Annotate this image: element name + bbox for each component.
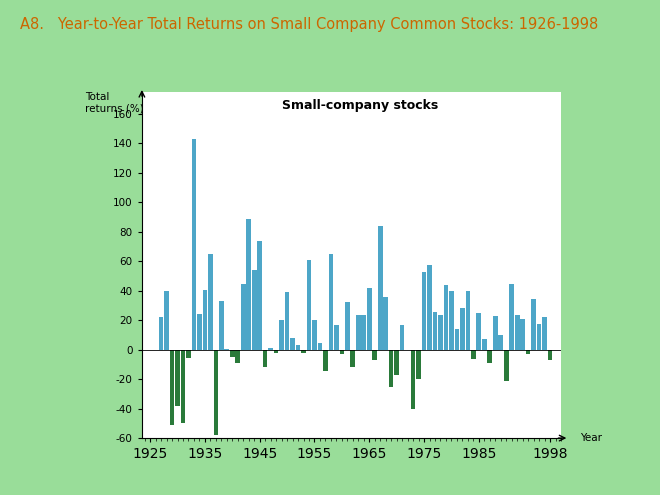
Bar [208,254,213,349]
Bar [405,349,410,350]
Bar [465,291,470,349]
Bar [411,349,415,409]
Bar [389,349,393,387]
Bar [296,345,300,349]
Bar [334,325,339,349]
Bar [372,349,377,360]
Bar [383,297,388,349]
Text: Year: Year [580,433,602,443]
Bar [548,349,552,360]
Bar [252,270,257,349]
Bar [455,329,459,349]
Bar [422,272,426,349]
Bar [170,349,174,425]
Bar [263,349,267,367]
Bar [400,325,405,349]
Bar [279,320,284,349]
Bar [444,286,448,349]
Bar [317,343,322,349]
Bar [520,319,525,349]
Bar [274,349,279,353]
Bar [159,317,164,349]
Bar [493,316,498,349]
Bar [394,349,399,375]
Bar [504,349,509,382]
Bar [362,315,366,349]
Bar [356,315,360,349]
Bar [191,139,196,349]
Text: Small-company stocks: Small-company stocks [282,99,438,111]
Bar [269,348,273,349]
Bar [230,349,234,357]
Bar [339,349,345,354]
Bar [241,284,246,349]
Text: Total
returns (%): Total returns (%) [85,92,144,114]
Bar [526,349,531,354]
Bar [181,349,185,423]
Bar [323,349,328,371]
Bar [537,324,541,349]
Bar [164,291,169,349]
Bar [345,302,350,349]
Bar [498,335,503,349]
Bar [515,315,519,349]
Bar [460,308,465,349]
Bar [488,349,492,363]
Bar [350,349,355,367]
Bar [329,254,333,349]
Bar [427,265,432,349]
Bar [482,340,486,349]
Bar [438,315,443,349]
Bar [175,349,180,405]
Bar [543,317,547,349]
Bar [284,293,289,349]
Bar [197,314,202,349]
Bar [433,312,438,349]
Bar [214,349,218,435]
Bar [257,241,262,349]
Bar [510,284,514,349]
Bar [236,349,240,363]
Bar [378,226,383,349]
Bar [290,338,295,349]
Bar [186,349,191,357]
Text: A8.   Year-to-Year Total Returns on Small Company Common Stocks: 1926-1998: A8. Year-to-Year Total Returns on Small … [20,17,598,32]
Bar [301,349,306,353]
Bar [477,313,481,349]
Bar [449,291,454,349]
Bar [219,301,224,349]
Bar [246,219,251,349]
Bar [203,291,207,349]
Bar [416,349,421,379]
Bar [307,260,312,349]
Bar [531,299,536,349]
Bar [471,349,476,359]
Bar [367,288,372,349]
Bar [312,320,317,349]
